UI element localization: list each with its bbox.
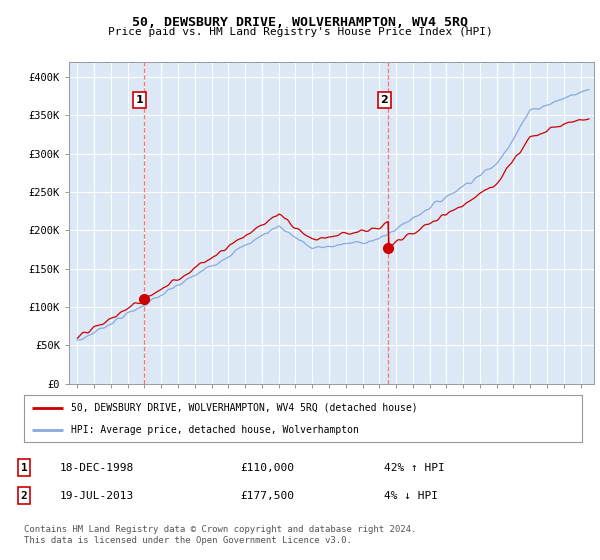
Text: 50, DEWSBURY DRIVE, WOLVERHAMPTON, WV4 5RQ (detached house): 50, DEWSBURY DRIVE, WOLVERHAMPTON, WV4 5…	[71, 403, 418, 413]
Text: 1: 1	[20, 463, 28, 473]
Text: 18-DEC-1998: 18-DEC-1998	[60, 463, 134, 473]
Text: £177,500: £177,500	[240, 491, 294, 501]
Text: 4% ↓ HPI: 4% ↓ HPI	[384, 491, 438, 501]
Text: 19-JUL-2013: 19-JUL-2013	[60, 491, 134, 501]
Text: HPI: Average price, detached house, Wolverhampton: HPI: Average price, detached house, Wolv…	[71, 424, 359, 435]
Text: 1: 1	[136, 95, 143, 105]
Text: £110,000: £110,000	[240, 463, 294, 473]
Text: 2: 2	[380, 95, 388, 105]
Text: 42% ↑ HPI: 42% ↑ HPI	[384, 463, 445, 473]
Text: Price paid vs. HM Land Registry's House Price Index (HPI): Price paid vs. HM Land Registry's House …	[107, 27, 493, 37]
Text: 2: 2	[20, 491, 28, 501]
Text: Contains HM Land Registry data © Crown copyright and database right 2024.
This d: Contains HM Land Registry data © Crown c…	[24, 525, 416, 545]
Text: 50, DEWSBURY DRIVE, WOLVERHAMPTON, WV4 5RQ: 50, DEWSBURY DRIVE, WOLVERHAMPTON, WV4 5…	[132, 16, 468, 29]
